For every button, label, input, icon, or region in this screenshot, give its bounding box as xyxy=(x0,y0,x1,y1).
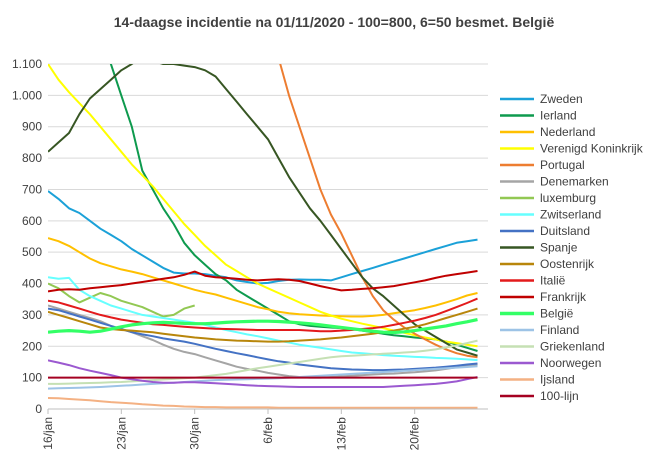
legend-label: Denemarken xyxy=(540,175,609,189)
series-lines xyxy=(48,64,478,409)
series-line xyxy=(48,64,478,357)
series-line xyxy=(48,297,478,333)
series-line xyxy=(109,64,478,352)
legend-label: Frankrijk xyxy=(540,290,587,304)
y-tick-label: 600 xyxy=(22,214,42,228)
legend-label: Noorwegen xyxy=(540,356,601,370)
legend-label: Spanje xyxy=(540,241,578,255)
series-line xyxy=(48,318,478,335)
legend-label: België xyxy=(540,307,574,321)
y-tick-label: 0 xyxy=(35,402,42,416)
y-tick-label: 500 xyxy=(22,245,42,259)
y-tick-label: 1.100 xyxy=(12,57,42,71)
legend-label: Ierland xyxy=(540,109,577,123)
series-line xyxy=(48,397,478,409)
y-tick-label: 400 xyxy=(22,277,42,291)
legend-label: 100-lijn xyxy=(540,389,579,403)
series-line xyxy=(48,64,478,348)
x-tick-label: 16/jan xyxy=(41,417,55,450)
legend-label: luxemburg xyxy=(540,191,596,205)
x-tick-label: 6/feb xyxy=(261,417,275,444)
y-axis-ticks: 0 100 200 300 400 500 600 700 800 900 1.000 1.100 xyxy=(12,57,42,416)
y-tick-label: 900 xyxy=(22,120,42,134)
x-tick-label: 30/jan xyxy=(188,417,202,450)
series-line xyxy=(48,276,478,362)
legend-label: Italië xyxy=(540,274,566,288)
x-axis-ticks: 16/jan 23/jan 30/jan 6/feb 13/feb 20/feb xyxy=(41,409,422,450)
y-tick-label: 100 xyxy=(22,371,42,385)
y-tick-label: 800 xyxy=(22,151,42,165)
series-line xyxy=(48,190,478,285)
legend-label: Ijsland xyxy=(540,373,575,387)
legend-label: Finland xyxy=(540,323,579,337)
series-line xyxy=(48,282,195,318)
series-line xyxy=(48,270,478,293)
legend-label: Zweden xyxy=(540,92,583,106)
legend-label: Nederland xyxy=(540,125,595,139)
legend-label: Zwitserland xyxy=(540,208,601,222)
x-tick-label: 13/feb xyxy=(334,417,348,451)
legend-label: Oostenrijk xyxy=(540,257,595,271)
series-line xyxy=(48,237,478,318)
legend-label: Verenigd Koninkrijk xyxy=(540,142,644,156)
series-line xyxy=(48,307,478,343)
series-line xyxy=(48,365,478,390)
y-tick-label: 300 xyxy=(22,308,42,322)
legend: Zweden Ierland Nederland Verenigd Koninkrij… xyxy=(500,92,644,403)
legend-label: Duitsland xyxy=(540,224,590,238)
x-tick-label: 23/jan xyxy=(114,417,128,450)
legend-label: Griekenland xyxy=(540,340,605,354)
legend-label: Portugal xyxy=(540,158,585,172)
y-tick-label: 200 xyxy=(22,339,42,353)
x-tick-label: 20/feb xyxy=(408,417,422,451)
y-tick-label: 700 xyxy=(22,182,42,196)
series-line xyxy=(48,339,478,385)
chart-title: 14-daagse incidentie na 01/11/2020 - 100… xyxy=(114,14,555,30)
y-tick-label: 1.000 xyxy=(12,88,42,102)
